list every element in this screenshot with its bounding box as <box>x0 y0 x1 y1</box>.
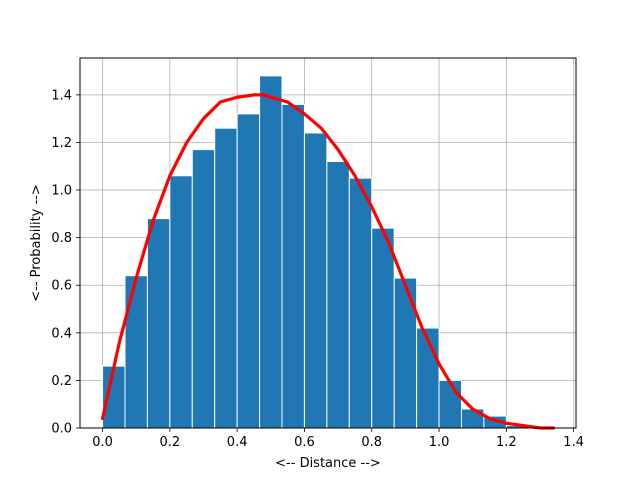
plot-frame <box>79 57 577 429</box>
x-tick-label: 0.8 <box>361 435 382 450</box>
y-tick-label: 1.2 <box>51 136 72 151</box>
y-tick-label: 0.4 <box>51 326 72 341</box>
y-tick-label: 0.0 <box>51 422 72 437</box>
histogram-bar <box>214 127 238 429</box>
x-tick-label: 1.2 <box>496 435 517 450</box>
y-tick-label: 0.2 <box>51 374 72 389</box>
y-axis-label: <-- Probability --> <box>29 184 44 302</box>
histogram-bar <box>326 161 350 429</box>
histogram-bar <box>236 113 261 429</box>
x-tick-label: 0.2 <box>160 435 181 450</box>
histogram-bars <box>102 75 530 429</box>
histogram-bar <box>438 379 462 429</box>
y-tick-label: 0.8 <box>51 231 72 246</box>
histogram-bar <box>169 175 193 429</box>
x-tick-label: 1.0 <box>429 435 450 450</box>
histogram-bar <box>303 132 328 429</box>
histogram-bar <box>146 218 171 429</box>
histogram-bar <box>348 177 373 429</box>
x-axis-ticks: 0.0 0.2 0.4 0.6 0.8 1.0 1.2 1.4 <box>92 428 584 450</box>
y-tick-label: 1.0 <box>51 184 72 199</box>
histogram-bar <box>259 75 283 429</box>
y-tick-label: 0.6 <box>51 279 72 294</box>
x-axis-label: <-- Distance --> <box>275 456 381 471</box>
histogram-bar <box>371 227 395 429</box>
x-tick-label: 1.4 <box>563 435 584 450</box>
histogram-bar <box>281 103 305 429</box>
x-tick-label: 0.6 <box>294 435 315 450</box>
y-tick-label: 1.4 <box>51 88 72 103</box>
x-tick-label: 0.4 <box>227 435 248 450</box>
density-curve <box>100 93 556 430</box>
histogram-bar <box>191 149 216 429</box>
histogram-bar <box>393 277 418 429</box>
x-tick-label: 0.0 <box>92 435 113 450</box>
y-axis-ticks: 0.0 0.2 0.4 0.6 0.8 1.0 1.2 1.4 <box>51 88 80 437</box>
histogram-bar <box>124 275 148 429</box>
density-curve-layer <box>100 93 556 430</box>
